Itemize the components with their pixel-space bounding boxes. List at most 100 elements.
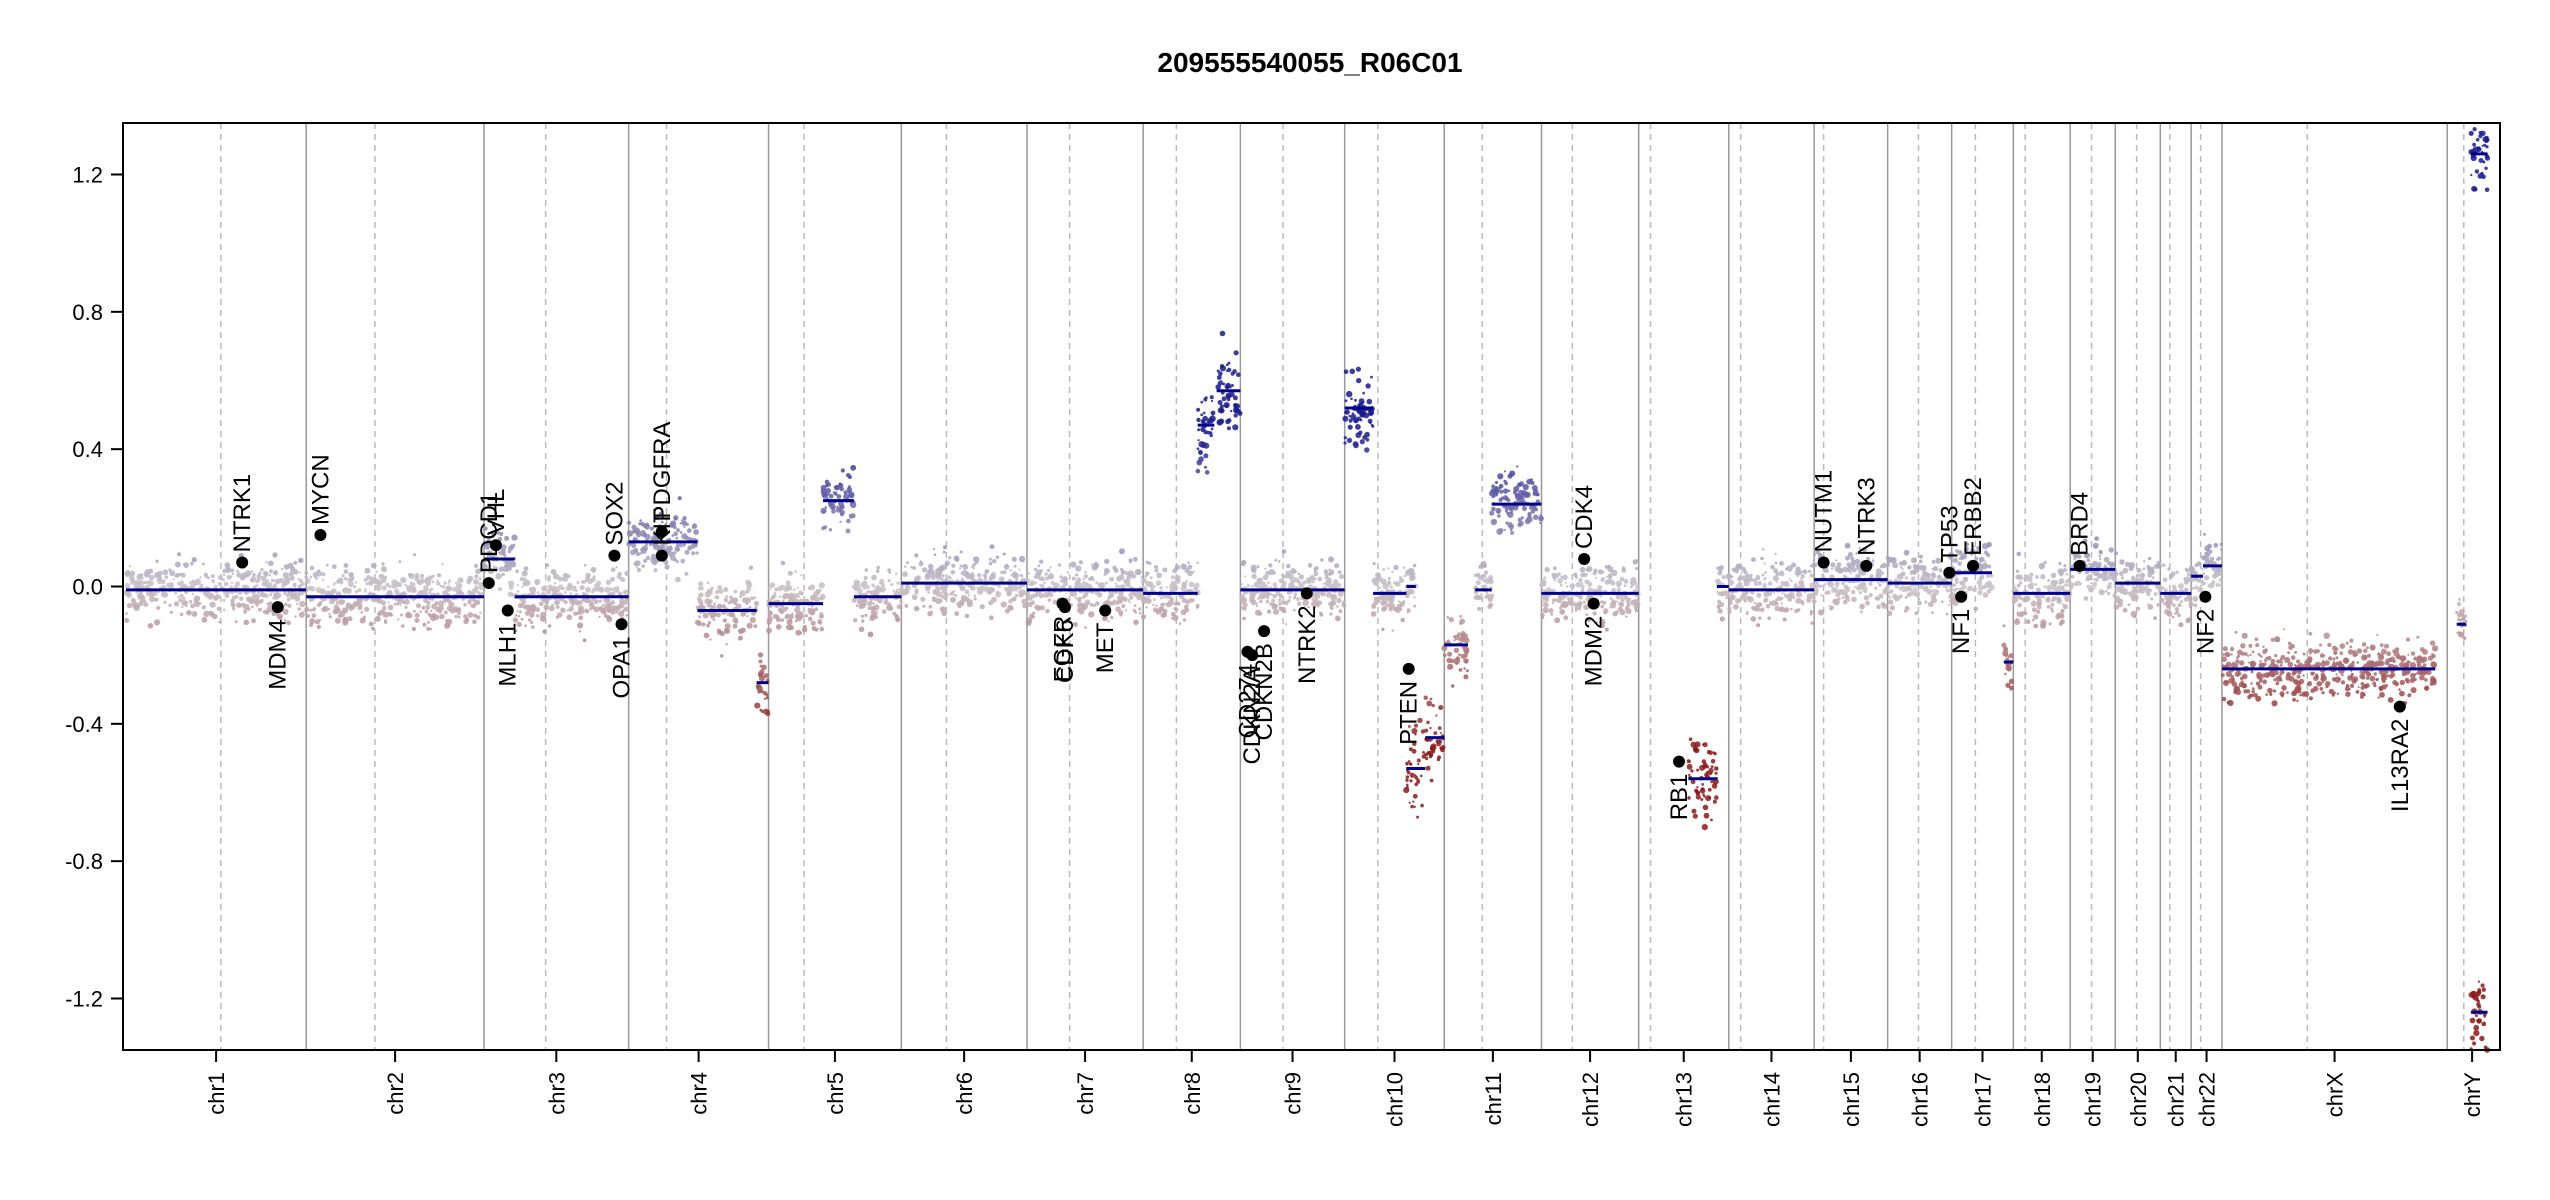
probe-point: [717, 585, 723, 591]
probe-point: [452, 586, 457, 592]
probe-point: [309, 608, 313, 612]
probe-point: [872, 602, 875, 605]
probe-point: [1061, 576, 1068, 583]
probe-point: [1502, 488, 1509, 494]
probe-point: [943, 595, 948, 601]
probe-point: [1701, 783, 1705, 786]
probe-point: [1759, 607, 1765, 613]
probe-point: [1112, 599, 1116, 603]
probe-point: [890, 583, 894, 586]
probe-point: [303, 610, 305, 613]
probe-point: [778, 595, 782, 598]
probe-point: [820, 612, 823, 615]
probe-point: [1446, 615, 1450, 619]
probe-point: [438, 605, 444, 612]
probe-point: [950, 570, 956, 575]
probe-point: [1579, 566, 1586, 573]
probe-point: [1540, 612, 1545, 618]
probe-point: [702, 612, 709, 619]
probe-point: [1918, 598, 1921, 601]
probe-point: [2259, 662, 2264, 668]
probe-point: [1196, 447, 1200, 451]
probe-point: [1984, 582, 1990, 589]
probe-point: [983, 578, 987, 582]
probe-point: [1027, 572, 1030, 575]
probe-point: [1842, 566, 1849, 573]
probe-point: [1403, 566, 1406, 569]
probe-point: [2194, 586, 2198, 590]
probe-point: [137, 596, 142, 600]
probe-point: [2241, 632, 2248, 639]
probe-point: [717, 629, 722, 635]
probe-point: [342, 616, 349, 623]
probe-point: [2264, 672, 2270, 678]
probe-point: [157, 590, 160, 594]
probe-point: [2159, 597, 2165, 604]
probe-point: [610, 576, 615, 582]
probe-point: [545, 563, 550, 568]
probe-point: [446, 605, 453, 612]
probe-point: [374, 615, 381, 622]
probe-point: [1281, 549, 1287, 554]
probe-point: [1092, 603, 1096, 607]
probe-point: [833, 491, 838, 496]
probe-point: [2315, 674, 2319, 679]
probe-point: [643, 558, 648, 564]
probe-point: [879, 578, 885, 584]
probe-point: [409, 582, 416, 588]
probe-point: [1241, 559, 1247, 566]
probe-point: [1747, 596, 1754, 603]
probe-point: [624, 589, 628, 593]
probe-point: [630, 549, 636, 556]
probe-point: [1809, 613, 1813, 616]
probe-point: [2150, 597, 2154, 601]
probe-point: [2109, 561, 2115, 567]
probe-point: [784, 584, 792, 591]
probe-point: [1710, 765, 1714, 769]
probe-point: [2090, 581, 2093, 585]
probe-point: [679, 531, 683, 534]
probe-point: [1616, 587, 1622, 593]
probe-point: [2023, 578, 2028, 582]
probe-point: [1892, 593, 1898, 599]
probe-point: [811, 604, 814, 608]
probe-point: [1717, 570, 1723, 576]
probe-point: [984, 576, 988, 580]
probe-point: [1696, 768, 1700, 772]
probe-point: [1841, 596, 1845, 599]
probe-point: [1317, 576, 1323, 582]
probe-point: [1504, 470, 1506, 473]
probe-point: [478, 584, 484, 591]
probe-point: [758, 675, 765, 682]
probe-point: [1411, 748, 1417, 754]
probe-point: [702, 605, 706, 610]
probe-point: [1716, 566, 1721, 571]
probe-point: [381, 609, 385, 613]
probe-point: [472, 619, 477, 625]
probe-point: [321, 572, 326, 577]
probe-point: [309, 575, 313, 579]
probe-point: [1512, 504, 1519, 511]
probe-point: [1119, 548, 1125, 555]
probe-point: [194, 578, 201, 585]
probe-point: [2359, 673, 2365, 680]
probe-point: [2226, 700, 2231, 705]
probe-point: [1877, 581, 1880, 584]
probe-point: [2061, 603, 2064, 606]
probe-point: [569, 592, 572, 595]
probe-point: [287, 603, 292, 608]
probe-point: [988, 615, 994, 621]
probe-point: [526, 580, 530, 584]
probe-point: [583, 563, 587, 567]
probe-point: [1756, 623, 1761, 628]
probe-point: [317, 569, 321, 573]
probe-point: [309, 623, 314, 627]
probe-point: [1336, 605, 1339, 608]
probe-point: [286, 620, 291, 626]
probe-point: [1489, 510, 1495, 516]
probe-point: [2005, 682, 2011, 688]
probe-point: [2302, 652, 2306, 656]
probe-point: [1090, 563, 1093, 566]
probe-point: [1350, 413, 1357, 421]
probe-point: [1167, 599, 1174, 606]
